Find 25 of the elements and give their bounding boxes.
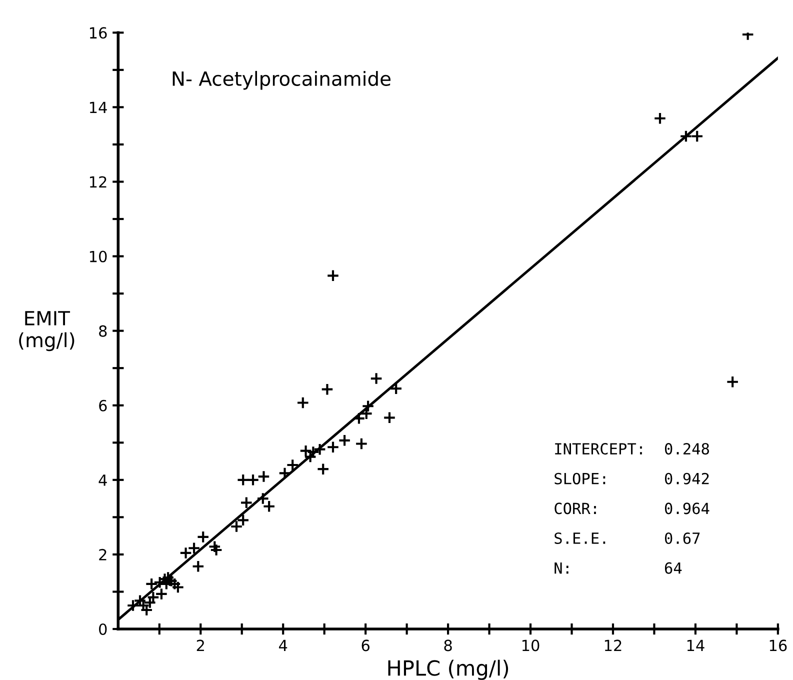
x-tick-label: 2 xyxy=(196,640,204,652)
x-tick-label: 4 xyxy=(278,640,288,652)
annotation: S.E.E. 0.67 xyxy=(554,532,700,544)
annotation: CORR: 0.964 xyxy=(554,502,710,514)
y-tick-label: 6 xyxy=(99,400,107,412)
text: N- Acetylprocainamide xyxy=(172,70,390,90)
x-axis-title: HPLC (mg/l) xyxy=(388,660,508,680)
y-tick-label: 14 xyxy=(90,102,107,113)
y-tick-label: 10 xyxy=(90,250,107,262)
x-tick-label: 10 xyxy=(522,640,540,652)
x-tick-label: 12 xyxy=(604,640,622,652)
x-tick-label: 6 xyxy=(362,640,370,652)
y-tick-label: 0 xyxy=(99,623,107,636)
y-tick-label: 16 xyxy=(90,27,107,39)
y-tick-label: 2 xyxy=(99,548,106,560)
y-tick-label: 12 xyxy=(90,176,106,188)
x-tick-label: 16 xyxy=(770,640,787,652)
y-tick-label: 8 xyxy=(99,325,107,337)
annotation: SLOPE: 0.942 xyxy=(554,472,709,484)
y-tick-label: 4 xyxy=(98,474,107,486)
x-tick-label: 14 xyxy=(687,640,704,652)
x-tick-label: 8 xyxy=(444,640,452,652)
annotation: INTERCEPT: 0.248 xyxy=(555,443,709,455)
annotation: N: 64 xyxy=(554,562,682,574)
y-axis-title: EMIT (mg/l) xyxy=(19,311,74,352)
